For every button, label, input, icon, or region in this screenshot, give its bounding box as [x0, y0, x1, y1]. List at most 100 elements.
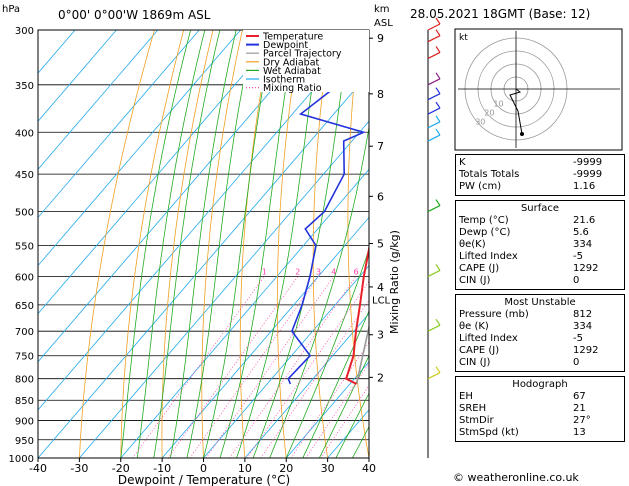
legend-label-wet-adiabat: Wet Adiabat: [263, 66, 321, 77]
dry-adiabat-line: [312, 30, 331, 458]
lcl-label: LCL: [372, 295, 391, 306]
pressure-tick-label: 350: [15, 81, 34, 92]
legend-label-isotherm: Isotherm: [263, 75, 305, 86]
hodo-row: EH 67: [459, 391, 621, 403]
wind-barb-feather: [435, 199, 441, 206]
wet-adiabat-line: [186, 30, 255, 458]
isotherm-line: [38, 30, 283, 315]
wind-barb: [427, 51, 441, 59]
wind-barb: [427, 269, 441, 277]
mixing-ratio-line: [205, 276, 335, 458]
wind-barbs: [427, 17, 441, 458]
dry-adiabat-line: [276, 30, 302, 458]
datetime-title: 28.05.2021 18GMT (Base: 12): [410, 7, 590, 21]
surface-label: CIN (J): [459, 275, 491, 286]
isotherm-line: [38, 72, 369, 458]
km-tick-label: 7: [377, 140, 384, 153]
legend-label-dewpoint: Dewpoint: [263, 40, 308, 51]
most-unstable-title: Most Unstable: [504, 297, 576, 308]
temperature-tick-label: 40: [362, 462, 376, 475]
unstable-label: Pressure (mb): [459, 309, 529, 320]
top-label: Totals Totals: [459, 169, 520, 180]
mixing-ratio-line: [229, 276, 357, 458]
surface-label: θe(K): [459, 239, 486, 250]
pressure-tick-label: 1000: [9, 454, 34, 465]
pressure-tick-label: 800: [15, 375, 34, 386]
location-title: 0°00' 0°00'W 1869m ASL: [58, 8, 211, 22]
mixing-ratio-tick-label: 6: [353, 267, 358, 276]
mixing-ratio-tick-label: 16: [409, 267, 419, 276]
legend-background: [243, 30, 369, 92]
legend-label-mixing-ratio: Mixing Ratio: [263, 83, 322, 94]
unstable-value: -5: [573, 333, 583, 344]
wet-adiabat-line: [203, 30, 274, 458]
surface-row: CAPE (J) 1292: [459, 263, 621, 275]
wind-barb: [427, 324, 441, 332]
mixing-ratio-line: [167, 276, 299, 458]
pressure-tick-label: 750: [15, 352, 34, 363]
top-label: PW (cm): [459, 181, 502, 192]
temperature-profile-line: [344, 244, 369, 385]
pressure-tick-label: 300: [15, 26, 34, 37]
pressure-tick-label: 850: [15, 396, 34, 407]
temperature-tick-label: 20: [279, 462, 293, 475]
legend-label-temperature: Temperature: [262, 32, 323, 43]
hodograph-ring-label: 10: [493, 100, 503, 109]
hodo-row: SREH 21: [459, 403, 621, 415]
mixing-ratio-tick-label: 2: [295, 267, 300, 276]
isotherm-line: [244, 313, 369, 458]
pressure-tick-label: 550: [15, 241, 34, 252]
top-value: 1.16: [573, 181, 596, 192]
surface-value: 0: [573, 275, 580, 286]
wet-adiabat-line: [318, 354, 369, 458]
dry-adiabat-line: [79, 30, 155, 458]
dry-adiabat-line: [120, 30, 185, 458]
isotherm-line: [79, 120, 369, 458]
hodo-label: EH: [459, 391, 473, 402]
wet-adiabat-line: [269, 124, 369, 458]
surface-box: Surface Temp (°C) 21.6 Dewp (°C) 5.6 θe(K) 33…: [455, 200, 625, 290]
hodo-value: 67: [573, 391, 586, 402]
km-tick-label: 6: [377, 190, 384, 203]
most-unstable-box: Most Unstable Pressure (mb) 812 θe (K) 334 L…: [455, 294, 625, 372]
wind-barb: [427, 121, 441, 129]
indices-panel: K -9999 Totals Totals -9999 PW (cm) 1.16 Surf…: [455, 154, 625, 446]
pressure-tick-label: 700: [15, 327, 34, 338]
isotherm-line: [161, 216, 369, 458]
surface-row: θe(K) 334: [459, 239, 621, 251]
surface-value: 1292: [573, 263, 599, 274]
dry-adiabat-line: [161, 30, 214, 458]
x-axis-label: Dewpoint / Temperature (°C): [118, 473, 290, 486]
hpa-label: hPa: [2, 4, 20, 15]
unstable-value: 1292: [573, 345, 599, 356]
dry-adiabat-line: [239, 30, 273, 458]
top-value: -9999: [573, 169, 603, 180]
surface-label: Dewp (°C): [459, 227, 511, 238]
axes: 3003504004505005506006507007508008509009…: [9, 26, 391, 475]
surface-label: Temp (°C): [459, 215, 509, 226]
isotherm-line: [38, 30, 324, 363]
legend-label-parcel-trajectory: Parcel Trajectory: [263, 49, 342, 60]
unstable-value: 334: [573, 321, 593, 332]
wind-barb-feather: [435, 318, 441, 326]
wet-adiabat-line: [120, 30, 191, 458]
surface-title: Surface: [520, 203, 560, 214]
pressure-tick-label: 450: [15, 170, 34, 181]
wind-barb-feather: [435, 264, 441, 271]
hodo-value: 27°: [573, 415, 591, 426]
wet-adiabat-line: [335, 392, 369, 458]
top-value: -9999: [573, 157, 603, 168]
km-tick-label: 8: [377, 88, 384, 101]
surface-value: 5.6: [573, 227, 589, 238]
wind-barb-feather: [435, 72, 441, 80]
pressure-tick-label: 900: [15, 417, 34, 428]
temperature-tick-label: 10: [238, 462, 252, 475]
unstable-label: θe (K): [459, 321, 489, 332]
hodograph-trace: [509, 88, 523, 135]
wet-adiabat-line: [153, 30, 221, 458]
temperature-tick-label: 30: [321, 462, 335, 475]
hodo-value: 13: [573, 427, 586, 438]
